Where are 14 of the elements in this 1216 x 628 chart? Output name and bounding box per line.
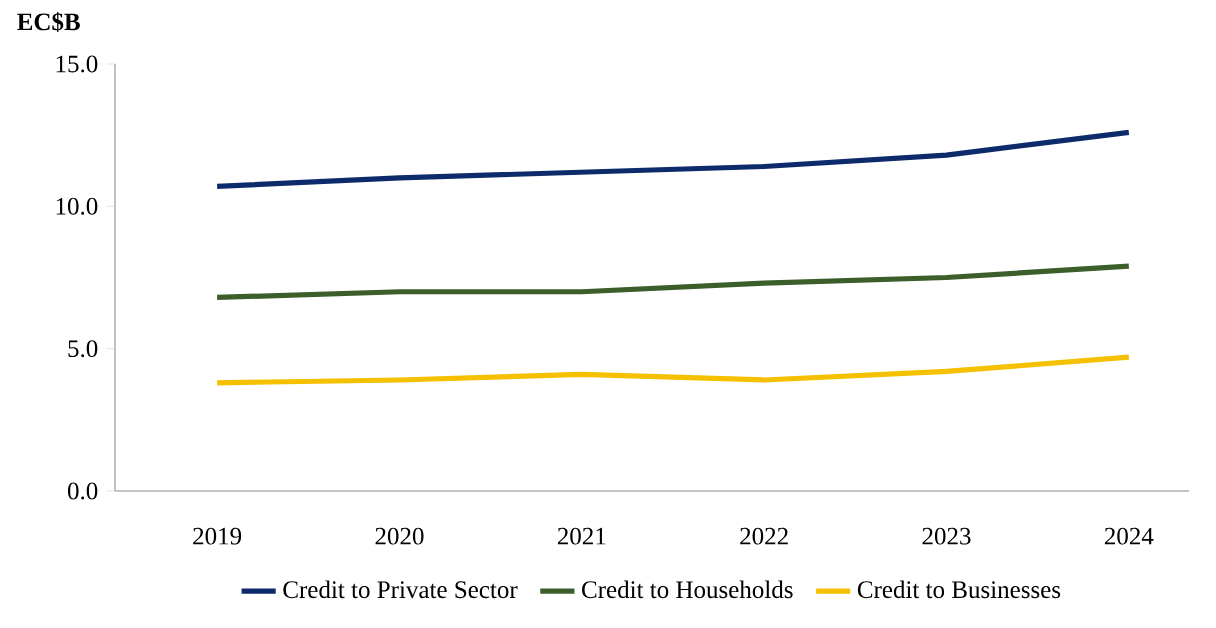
x-tick-label: 2019 — [193, 527, 242, 545]
x-tick-label: 2021 — [557, 527, 606, 545]
y-tick-label: 10.0 — [56, 197, 98, 215]
y-tick-label: 5.0 — [68, 340, 98, 358]
x-tick-label: 2023 — [922, 527, 971, 545]
legend-label: Credit to Businesses — [857, 580, 1061, 599]
y-tick-label: 15.0 — [56, 55, 98, 73]
legend-label: Credit to Private Sector — [283, 580, 518, 599]
x-tick-label: 2024 — [1104, 527, 1154, 545]
y-axis-title: EC$B — [17, 12, 80, 33]
x-tick-label: 2020 — [375, 527, 424, 545]
y-tick-label: 0.0 — [67, 482, 98, 500]
legend-label: Credit to Households — [582, 580, 793, 599]
x-tick-label: 2022 — [740, 527, 788, 545]
